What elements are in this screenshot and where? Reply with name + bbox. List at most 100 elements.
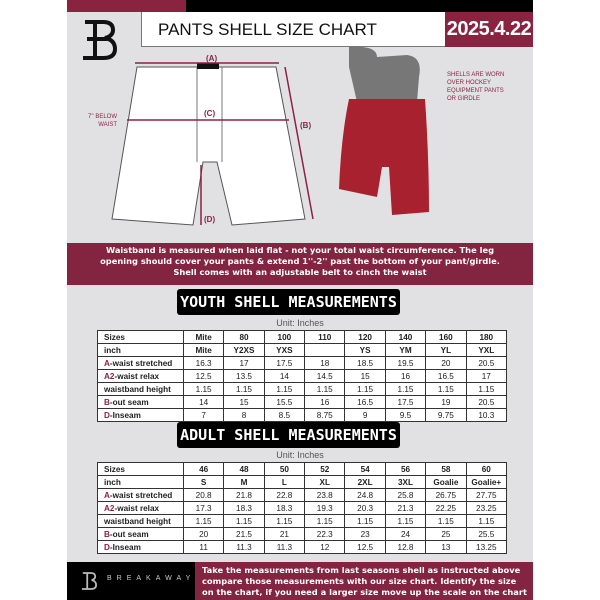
table-cell: Goalie: [425, 475, 467, 489]
table-cell: 13: [425, 540, 467, 554]
table-cell: 3XL: [384, 475, 427, 489]
table-cell: 56: [384, 462, 427, 476]
table-row: inch Mite Y2XS YXS YS YM YL YXL: [97, 343, 508, 357]
worn-note: EQUIPMENT PANTS: [447, 88, 504, 94]
table-cell: 12.5: [344, 540, 386, 554]
table-cell: 19: [425, 395, 467, 409]
row-label: D-Inseam: [97, 540, 184, 554]
label-d: (D): [204, 215, 216, 224]
table-cell: 9.75: [425, 408, 467, 422]
table-cell: 15: [344, 369, 386, 383]
table-cell: 110: [304, 330, 346, 344]
table-cell: S: [182, 475, 225, 489]
size-chart-page: PANTS SHELL SIZE CHART 2025.4.22 (A) (C)…: [67, 0, 533, 600]
top-bar: [186, 0, 533, 12]
label-c: (C): [204, 109, 216, 118]
table-cell: 50: [263, 462, 306, 476]
table-cell: 20: [182, 527, 225, 541]
below-waist-note: 7'' BELOW: [88, 114, 117, 120]
row-label: inch: [97, 343, 184, 357]
table-cell: 11: [182, 540, 225, 554]
footer-brand-name: BREAKAWAY: [107, 575, 196, 582]
table-cell: 11.3: [223, 540, 265, 554]
table-cell: YXS: [263, 343, 306, 357]
table-cell: 17: [223, 356, 265, 370]
table-cell: Goalie+: [465, 475, 508, 489]
pants-diagram: (A) (C) (B) (D) 7'' BELOW WAIST SHELLS A…: [67, 47, 533, 243]
table-cell: 12.8: [384, 540, 427, 554]
date-badge: 2025.4.22: [445, 12, 533, 47]
footer-brand-panel: [67, 562, 195, 600]
label-b: (B): [300, 121, 312, 130]
table-cell: 19.3: [304, 501, 346, 515]
youth-section-title: YOUTH SHELL MEASUREMENTS: [177, 289, 400, 315]
worn-note: OVER HOCKEY: [447, 80, 492, 86]
row-label-prefix: A2: [104, 503, 115, 513]
table-cell: 25.8: [384, 488, 427, 502]
table-cell: 19.5: [384, 356, 427, 370]
row-label: A-waist stretched: [97, 488, 184, 502]
table-cell: 22.25: [425, 501, 467, 515]
row-label-prefix: A: [104, 358, 110, 368]
row-label-prefix: A: [104, 490, 110, 500]
table-cell: Mite: [182, 343, 225, 357]
table-row: B-out seam 20 21.5 21 22.3 23 24 25 25.5: [97, 527, 508, 541]
row-label-text: -waist stretched: [109, 358, 173, 368]
table-cell: 1.15: [344, 382, 386, 396]
row-label-text: -Inseam: [109, 542, 141, 552]
table-cell: 20.8: [182, 488, 225, 502]
table-cell: YXL: [465, 343, 508, 357]
table-cell: 20.5: [465, 356, 508, 370]
table-cell: 17.5: [384, 395, 427, 409]
row-label: waistband height: [97, 514, 184, 528]
pants-photo: [339, 47, 429, 215]
table-cell: 46: [182, 462, 225, 476]
youth-unit-label: Unit: Inches: [276, 318, 324, 328]
table-cell: 8.5: [263, 408, 306, 422]
row-label-text: -out seam: [109, 529, 149, 539]
table-cell: 1.15: [465, 514, 508, 528]
table-cell: 10.3: [465, 408, 508, 422]
table-cell: YS: [344, 343, 386, 357]
table-cell: 1.15: [304, 382, 346, 396]
table-cell: 14.5: [304, 369, 346, 383]
table-cell: 21.8: [223, 488, 265, 502]
table-cell: 16.5: [344, 395, 386, 409]
table-cell: 54: [344, 462, 386, 476]
table-cell: L: [263, 475, 306, 489]
pants-flat-drawing: [111, 62, 314, 226]
table-row: A-waist stretched 20.8 21.8 22.8 23.8 24.8 25.…: [97, 488, 508, 502]
row-label-prefix: A2: [104, 371, 115, 381]
table-cell: 1.15: [182, 514, 225, 528]
info-line: Shell comes with an adjustable belt to c…: [173, 267, 427, 277]
table-cell: 25.5: [465, 527, 508, 541]
row-label-text: waistband height: [104, 384, 171, 394]
table-cell: 1.15: [384, 514, 427, 528]
table-cell: 17.3: [182, 501, 225, 515]
table-cell: 16.5: [425, 369, 467, 383]
row-label: A2-waist relax: [97, 369, 184, 383]
row-label-prefix: B: [104, 529, 110, 539]
row-label-text: -out seam: [109, 397, 149, 407]
table-cell: 16.3: [182, 356, 225, 370]
table-cell: 1.15: [304, 514, 346, 528]
table-cell: 8: [223, 408, 265, 422]
table-cell: 7: [182, 408, 225, 422]
footer-logo-icon: [81, 572, 97, 590]
table-cell: 22.3: [304, 527, 346, 541]
table-cell: 60: [465, 462, 508, 476]
table-cell: 13.25: [465, 540, 508, 554]
table-cell: 140: [384, 330, 427, 344]
footer-line: compare those measurements with our size…: [202, 576, 517, 586]
table-row: inch S M L XL 2XL 3XL Goalie Goalie+: [97, 475, 508, 489]
row-label: B-out seam: [97, 527, 184, 541]
table-cell: 1.15: [425, 514, 467, 528]
table-cell: M: [223, 475, 265, 489]
table-cell: 21.3: [384, 501, 427, 515]
table-cell: 1.15: [263, 382, 306, 396]
row-label-text: -waist relax: [114, 503, 160, 513]
row-label-prefix: D: [104, 542, 110, 552]
table-row: Sizes Mite 80 100 110 120 140 160 180: [97, 330, 508, 344]
table-cell: 16: [384, 369, 427, 383]
table-cell: 9: [344, 408, 386, 422]
